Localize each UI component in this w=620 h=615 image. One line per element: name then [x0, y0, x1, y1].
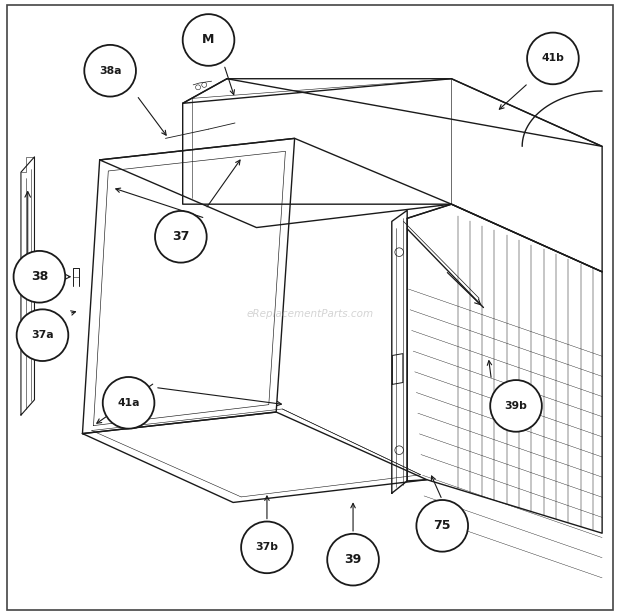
Circle shape: [417, 500, 468, 552]
Circle shape: [490, 380, 542, 432]
Circle shape: [327, 534, 379, 585]
Text: 39b: 39b: [505, 401, 528, 411]
Text: 41a: 41a: [117, 398, 140, 408]
Circle shape: [17, 309, 68, 361]
Circle shape: [103, 377, 154, 429]
Text: 75: 75: [433, 519, 451, 533]
Circle shape: [84, 45, 136, 97]
Circle shape: [183, 14, 234, 66]
Text: 39: 39: [345, 553, 361, 566]
Text: 37a: 37a: [31, 330, 54, 340]
Text: 38: 38: [31, 270, 48, 284]
Text: M: M: [202, 33, 215, 47]
Text: 38a: 38a: [99, 66, 122, 76]
Circle shape: [14, 251, 65, 303]
Circle shape: [527, 33, 578, 84]
Circle shape: [241, 522, 293, 573]
Circle shape: [155, 211, 206, 263]
Text: eReplacementParts.com: eReplacementParts.com: [246, 309, 374, 319]
Text: 37b: 37b: [255, 542, 278, 552]
Text: 37: 37: [172, 230, 190, 244]
Text: 41b: 41b: [541, 54, 564, 63]
